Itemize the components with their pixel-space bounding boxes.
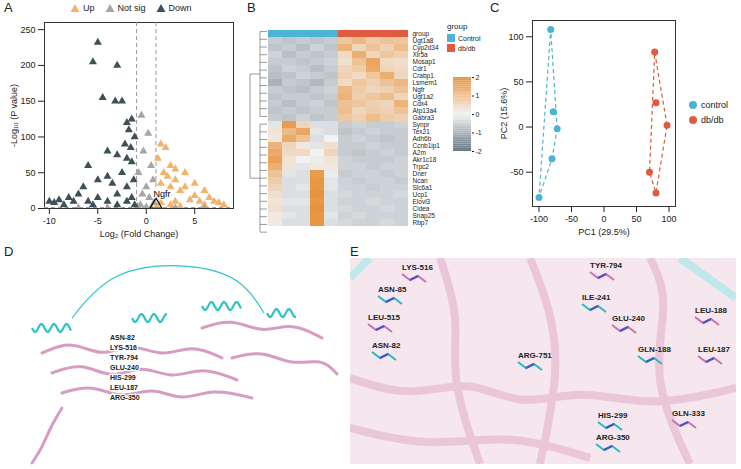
svg-text:Cdr1: Cdr1	[413, 65, 427, 72]
html-text:Control: Control	[458, 34, 481, 42]
svg-text:LEU-187: LEU-187	[698, 345, 731, 354]
svg-text:150: 150	[20, 96, 35, 106]
html-text:group: group	[447, 22, 468, 31]
svg-text:Trpc2: Trpc2	[412, 163, 429, 171]
html-text:Up: Up	[83, 3, 95, 13]
svg-text:100: 100	[20, 132, 35, 142]
svg-text:Elovl3: Elovl3	[413, 198, 431, 205]
svg-text:GLU-240: GLU-240	[110, 364, 139, 371]
svg-text:LYS-516: LYS-516	[110, 344, 137, 351]
html-text:Not sig: Not sig	[117, 3, 146, 13]
svg-text:Log₂ (Fold Change): Log₂ (Fold Change)	[100, 229, 179, 239]
html-text:B: B	[247, 0, 256, 15]
svg-text:Tex21: Tex21	[413, 128, 431, 135]
svg-text:LYS-516: LYS-516	[402, 263, 433, 272]
svg-text:GLN-333: GLN-333	[672, 409, 705, 418]
svg-text:2: 2	[476, 74, 480, 81]
svg-text:-2: -2	[476, 148, 482, 155]
svg-text:5: 5	[192, 216, 197, 226]
svg-text:HIS-299: HIS-299	[598, 411, 628, 420]
html-text:db/db: db/db	[701, 115, 724, 125]
svg-text:A2m: A2m	[413, 149, 426, 156]
svg-text:250: 250	[20, 25, 35, 35]
svg-text:Ugt1a2: Ugt1a2	[412, 93, 434, 101]
svg-text:GLN-188: GLN-188	[638, 345, 671, 354]
svg-text:Lsmem1: Lsmem1	[413, 79, 438, 86]
svg-text:HIS-299: HIS-299	[110, 374, 136, 381]
svg-text:LEU-187: LEU-187	[110, 384, 138, 391]
svg-text:TYR-794: TYR-794	[110, 354, 138, 361]
svg-text:Crabp1: Crabp1	[412, 72, 434, 80]
svg-text:group: group	[412, 30, 430, 38]
svg-text:-Log₁₀ (P value): -Log₁₀ (P value)	[9, 84, 19, 147]
svg-text:Cdx4: Cdx4	[413, 100, 429, 107]
html-text:db/db: db/db	[458, 44, 476, 52]
svg-text:Ugt1a8: Ugt1a8	[412, 37, 434, 45]
svg-text:-10: -10	[43, 216, 56, 226]
svg-text:50: 50	[513, 77, 523, 87]
svg-text:ASN-82: ASN-82	[110, 334, 135, 341]
svg-text:0: 0	[476, 111, 480, 118]
svg-text:ASN-82: ASN-82	[372, 341, 401, 350]
svg-text:Synpr: Synpr	[412, 121, 430, 129]
svg-text:-5: -5	[94, 216, 102, 226]
svg-text:Dner: Dner	[413, 170, 428, 177]
svg-text:Gabra3: Gabra3	[413, 114, 435, 121]
html-text:C: C	[490, 0, 500, 15]
svg-text:0: 0	[144, 216, 149, 226]
html-text:A: A	[4, 0, 13, 15]
svg-text:100: 100	[661, 214, 676, 224]
svg-text:ARG-350: ARG-350	[596, 433, 630, 442]
svg-text:Ccnb1ip1: Ccnb1ip1	[412, 142, 440, 150]
svg-text:Akr1c18: Akr1c18	[413, 156, 437, 163]
svg-text:-1: -1	[476, 129, 482, 136]
svg-text:100: 100	[508, 32, 523, 42]
svg-text:Ngfr: Ngfr	[153, 189, 170, 199]
svg-text:-50: -50	[510, 167, 523, 177]
svg-text:ARG-350: ARG-350	[110, 394, 140, 401]
svg-text:Xlr5a: Xlr5a	[413, 51, 429, 58]
svg-text:ILE-241: ILE-241	[582, 293, 611, 302]
svg-text:0: 0	[518, 122, 523, 132]
svg-text:1: 1	[476, 92, 480, 99]
svg-text:Ucp1: Ucp1	[412, 191, 428, 199]
svg-text:50: 50	[25, 168, 35, 178]
svg-text:Ncan: Ncan	[413, 177, 429, 184]
html-text:E: E	[350, 244, 359, 259]
svg-text:-50: -50	[565, 214, 578, 224]
svg-text:PC2 (15.6%): PC2 (15.6%)	[499, 88, 509, 140]
svg-text:TYR-794: TYR-794	[590, 261, 623, 270]
svg-text:LEU-188: LEU-188	[695, 306, 728, 315]
svg-text:LEU-515: LEU-515	[368, 313, 401, 322]
svg-text:Ngfr: Ngfr	[412, 86, 425, 94]
svg-text:Atp13a4: Atp13a4	[412, 107, 437, 115]
svg-text:0: 0	[601, 214, 606, 224]
svg-text:Snap25: Snap25	[412, 212, 435, 220]
svg-text:50: 50	[631, 214, 641, 224]
svg-text:ASN-85: ASN-85	[378, 285, 407, 294]
svg-text:PC1 (29.5%): PC1 (29.5%)	[578, 227, 630, 237]
svg-text:Mosap1: Mosap1	[412, 58, 436, 66]
svg-text:-100: -100	[530, 214, 548, 224]
svg-text:200: 200	[20, 60, 35, 70]
svg-text:Rbp7: Rbp7	[413, 219, 429, 227]
html-text:D: D	[4, 244, 14, 259]
svg-text:Cyp2d34: Cyp2d34	[412, 44, 439, 52]
svg-text:Cidea: Cidea	[413, 205, 430, 212]
svg-text:Slc6a1: Slc6a1	[413, 184, 433, 191]
svg-text:ARG-751: ARG-751	[518, 351, 552, 360]
svg-text:0: 0	[30, 203, 35, 213]
svg-text:GLU-240: GLU-240	[612, 314, 645, 323]
html-text:control: control	[701, 100, 728, 110]
html-text:Down: Down	[168, 3, 192, 13]
svg-text:Adh6b: Adh6b	[413, 135, 432, 142]
